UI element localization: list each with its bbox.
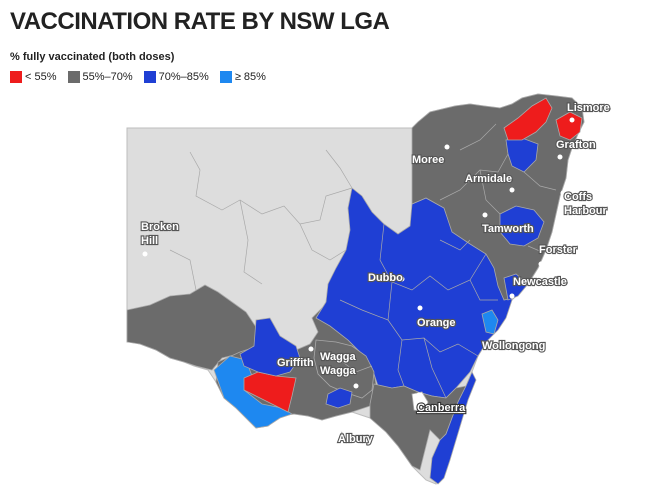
- label-lismore: Lismore: [567, 102, 610, 114]
- label-harbour: Harbour: [564, 205, 608, 217]
- dot-forster: [538, 261, 544, 267]
- legend-item-over-85: ≥ 85%: [219, 71, 266, 83]
- label-broken: Broken: [141, 221, 179, 233]
- legend-label: 55%–70%: [82, 71, 133, 83]
- legend-label: < 55%: [25, 71, 57, 83]
- label-armidale: Armidale: [465, 173, 512, 185]
- legend-swatch-blue: [143, 71, 156, 83]
- region-northern-rivers-red: [503, 97, 553, 141]
- label-orange: Orange: [417, 317, 456, 329]
- region-northeast-grey: [411, 93, 585, 301]
- region-newcastle-blue: [503, 273, 529, 301]
- label-tamworth: Tamworth: [482, 223, 534, 235]
- label-wagga: Wagga: [320, 351, 357, 363]
- region-tamworth-blue: [499, 205, 545, 247]
- dot-broken-hill: [142, 251, 148, 257]
- region-griffith-blue: [239, 317, 301, 377]
- dot-dubbo: [399, 276, 405, 282]
- dot-moree: [444, 144, 450, 150]
- legend-item-55-70: 55%–70%: [67, 71, 133, 83]
- label-dubbo: Dubbo: [368, 272, 403, 284]
- dot-tamworth: [482, 212, 488, 218]
- label-forster: Forster: [539, 244, 578, 256]
- label-hill: Hill: [141, 235, 158, 247]
- legend: < 55% 55%–70% 70%–85% ≥ 85%: [10, 71, 277, 83]
- legend-label: 70%–85%: [158, 71, 209, 83]
- city-dots: [142, 117, 575, 431]
- city-labels: Lismore Grafton Moree Armidale Coffs Har…: [140, 101, 611, 446]
- region-sydney-lightblue: [481, 309, 499, 335]
- label-coffs: Coffs: [564, 191, 592, 203]
- region-wagga-blue: [325, 387, 353, 409]
- label-moree: Moree: [412, 154, 444, 166]
- legend-swatch-lightblue: [219, 71, 232, 83]
- dot-orange: [417, 305, 423, 311]
- legend-item-under-55: < 55%: [10, 71, 57, 83]
- dot-wagga-wagga: [353, 383, 359, 389]
- dot-wollongong: [482, 341, 488, 347]
- legend-item-70-85: 70%–85%: [143, 71, 209, 83]
- label-wagga-2: Wagga: [320, 365, 357, 377]
- region-lismore-red: [555, 111, 583, 141]
- map-title: VACCINATION RATE BY NSW LGA: [10, 8, 390, 35]
- dot-armidale: [509, 187, 515, 193]
- region-wagga-grey: [313, 339, 375, 399]
- region-southcoast-blue: [429, 371, 477, 485]
- region-act: [411, 391, 429, 413]
- legend-swatch-grey: [67, 71, 80, 83]
- dot-coffs-harbour: [560, 190, 566, 196]
- dot-grafton: [557, 154, 563, 160]
- label-newcastle: Newcastle: [513, 276, 567, 288]
- dot-griffith: [308, 346, 314, 352]
- lga-boundaries: [169, 123, 557, 399]
- label-canberra: Canberra: [417, 402, 466, 414]
- label-grafton: Grafton: [556, 139, 596, 151]
- dot-lismore: [569, 117, 575, 123]
- dot-canberra: [416, 392, 422, 398]
- label-griffith: Griffith: [277, 357, 314, 369]
- dot-albury: [340, 425, 346, 431]
- dot-newcastle: [509, 293, 515, 299]
- legend-swatch-red: [10, 71, 22, 83]
- legend-subtitle: % fully vaccinated (both doses): [10, 51, 175, 63]
- legend-label: ≥ 85%: [234, 71, 266, 83]
- label-wollongong: Wollongong: [482, 340, 545, 352]
- label-albury: Albury: [338, 433, 374, 445]
- region-northeast-blue: [505, 137, 539, 173]
